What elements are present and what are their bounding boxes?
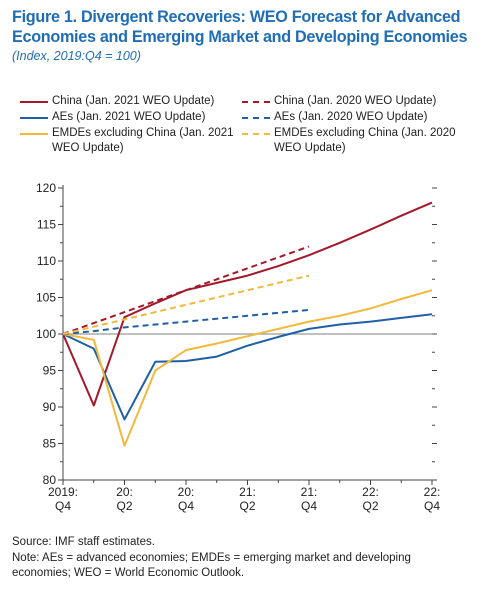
legend-swatch <box>20 133 48 135</box>
x-tick-label: Q4 <box>55 499 71 513</box>
x-tick-label: 21: <box>239 485 256 499</box>
y-tick-label: 105 <box>36 291 56 305</box>
x-tick-label: Q2 <box>239 499 255 513</box>
legend-label: China (Jan. 2021 WEO Update) <box>52 95 215 107</box>
y-tick-label: 80 <box>43 473 57 487</box>
legend-label: China (Jan. 2020 WEO Update) <box>274 95 437 107</box>
legend-label: EMDEs excluding China (Jan. 2021 WEO Upd… <box>52 126 234 156</box>
x-tick-label: 20: <box>178 485 195 499</box>
chart-legend: China (Jan. 2021 WEO Update) AEs (Jan. 2… <box>20 72 480 162</box>
legend-swatch <box>20 117 48 119</box>
legend-label-line-1: EMDEs excluding China (Jan. 2020 <box>274 127 456 139</box>
x-tick-label: Q4 <box>301 499 317 513</box>
series-line-aes-jan-2020-weo-update <box>62 308 310 335</box>
x-tick-label: Q2 <box>362 499 378 513</box>
y-tick-label: 95 <box>43 364 57 378</box>
legend-swatch <box>242 117 270 119</box>
figure-title: Figure 1. Divergent Recoveries: WEO Fore… <box>12 7 482 47</box>
x-tick-label: 22: <box>362 485 379 499</box>
series-line-emdes-excluding-china-jan-2021-weo-update <box>62 289 433 447</box>
series-line-emdes-excluding-china-jan-2020-weo-update <box>62 274 310 335</box>
series-line-aes-jan-2021-weo-update <box>62 313 433 421</box>
y-tick-label: 85 <box>43 437 57 451</box>
x-tick-label: 22: <box>424 485 441 499</box>
y-tick-label: 115 <box>37 218 56 232</box>
x-tick-label: Q4 <box>424 499 440 513</box>
figure-subtitle: (Index, 2019:Q4 = 100) <box>12 49 141 63</box>
x-tick-label: 21: <box>301 485 318 499</box>
y-tick-label: 100 <box>36 327 56 341</box>
legend-label: AEs (Jan. 2021 WEO Update) <box>52 111 206 123</box>
y-tick-label: 120 <box>36 181 56 195</box>
legend-label: EMDEs excluding China (Jan. 2020 WEO Upd… <box>274 126 456 156</box>
x-tick-label: Q2 <box>116 499 132 513</box>
x-tick-label: 2019: <box>48 485 78 499</box>
series-line-china-jan-2021-weo-update <box>62 201 433 407</box>
legend-label-line-2: WEO Update) <box>274 142 346 154</box>
source-note: Source: IMF staff estimates. <box>12 536 155 548</box>
y-tick-label: 90 <box>43 400 57 414</box>
series-line-china-jan-2020-weo-update <box>62 245 310 335</box>
x-tick-label: Q4 <box>178 499 194 513</box>
note-text: Note: AEs = advanced economies; EMDEs = … <box>12 551 411 581</box>
note-line-1: Note: AEs = advanced economies; EMDEs = … <box>12 552 411 564</box>
legend-swatch <box>242 133 270 135</box>
legend-swatch <box>20 101 48 103</box>
y-tick-label: 110 <box>37 254 56 268</box>
legend-swatch <box>242 101 270 103</box>
legend-label-line-2: WEO Update) <box>52 142 124 154</box>
legend-label: AEs (Jan. 2020 WEO Update) <box>274 111 428 123</box>
figure-title-line-1: Figure 1. Divergent Recoveries: WEO Fore… <box>12 8 461 26</box>
note-line-2: economies; WEO = World Economic Outlook. <box>12 567 245 579</box>
x-tick-label: 20: <box>116 485 133 499</box>
legend-label-line-1: EMDEs excluding China (Jan. 2021 <box>52 127 234 139</box>
figure-title-line-2: Economies and Emerging Market and Develo… <box>12 28 468 46</box>
